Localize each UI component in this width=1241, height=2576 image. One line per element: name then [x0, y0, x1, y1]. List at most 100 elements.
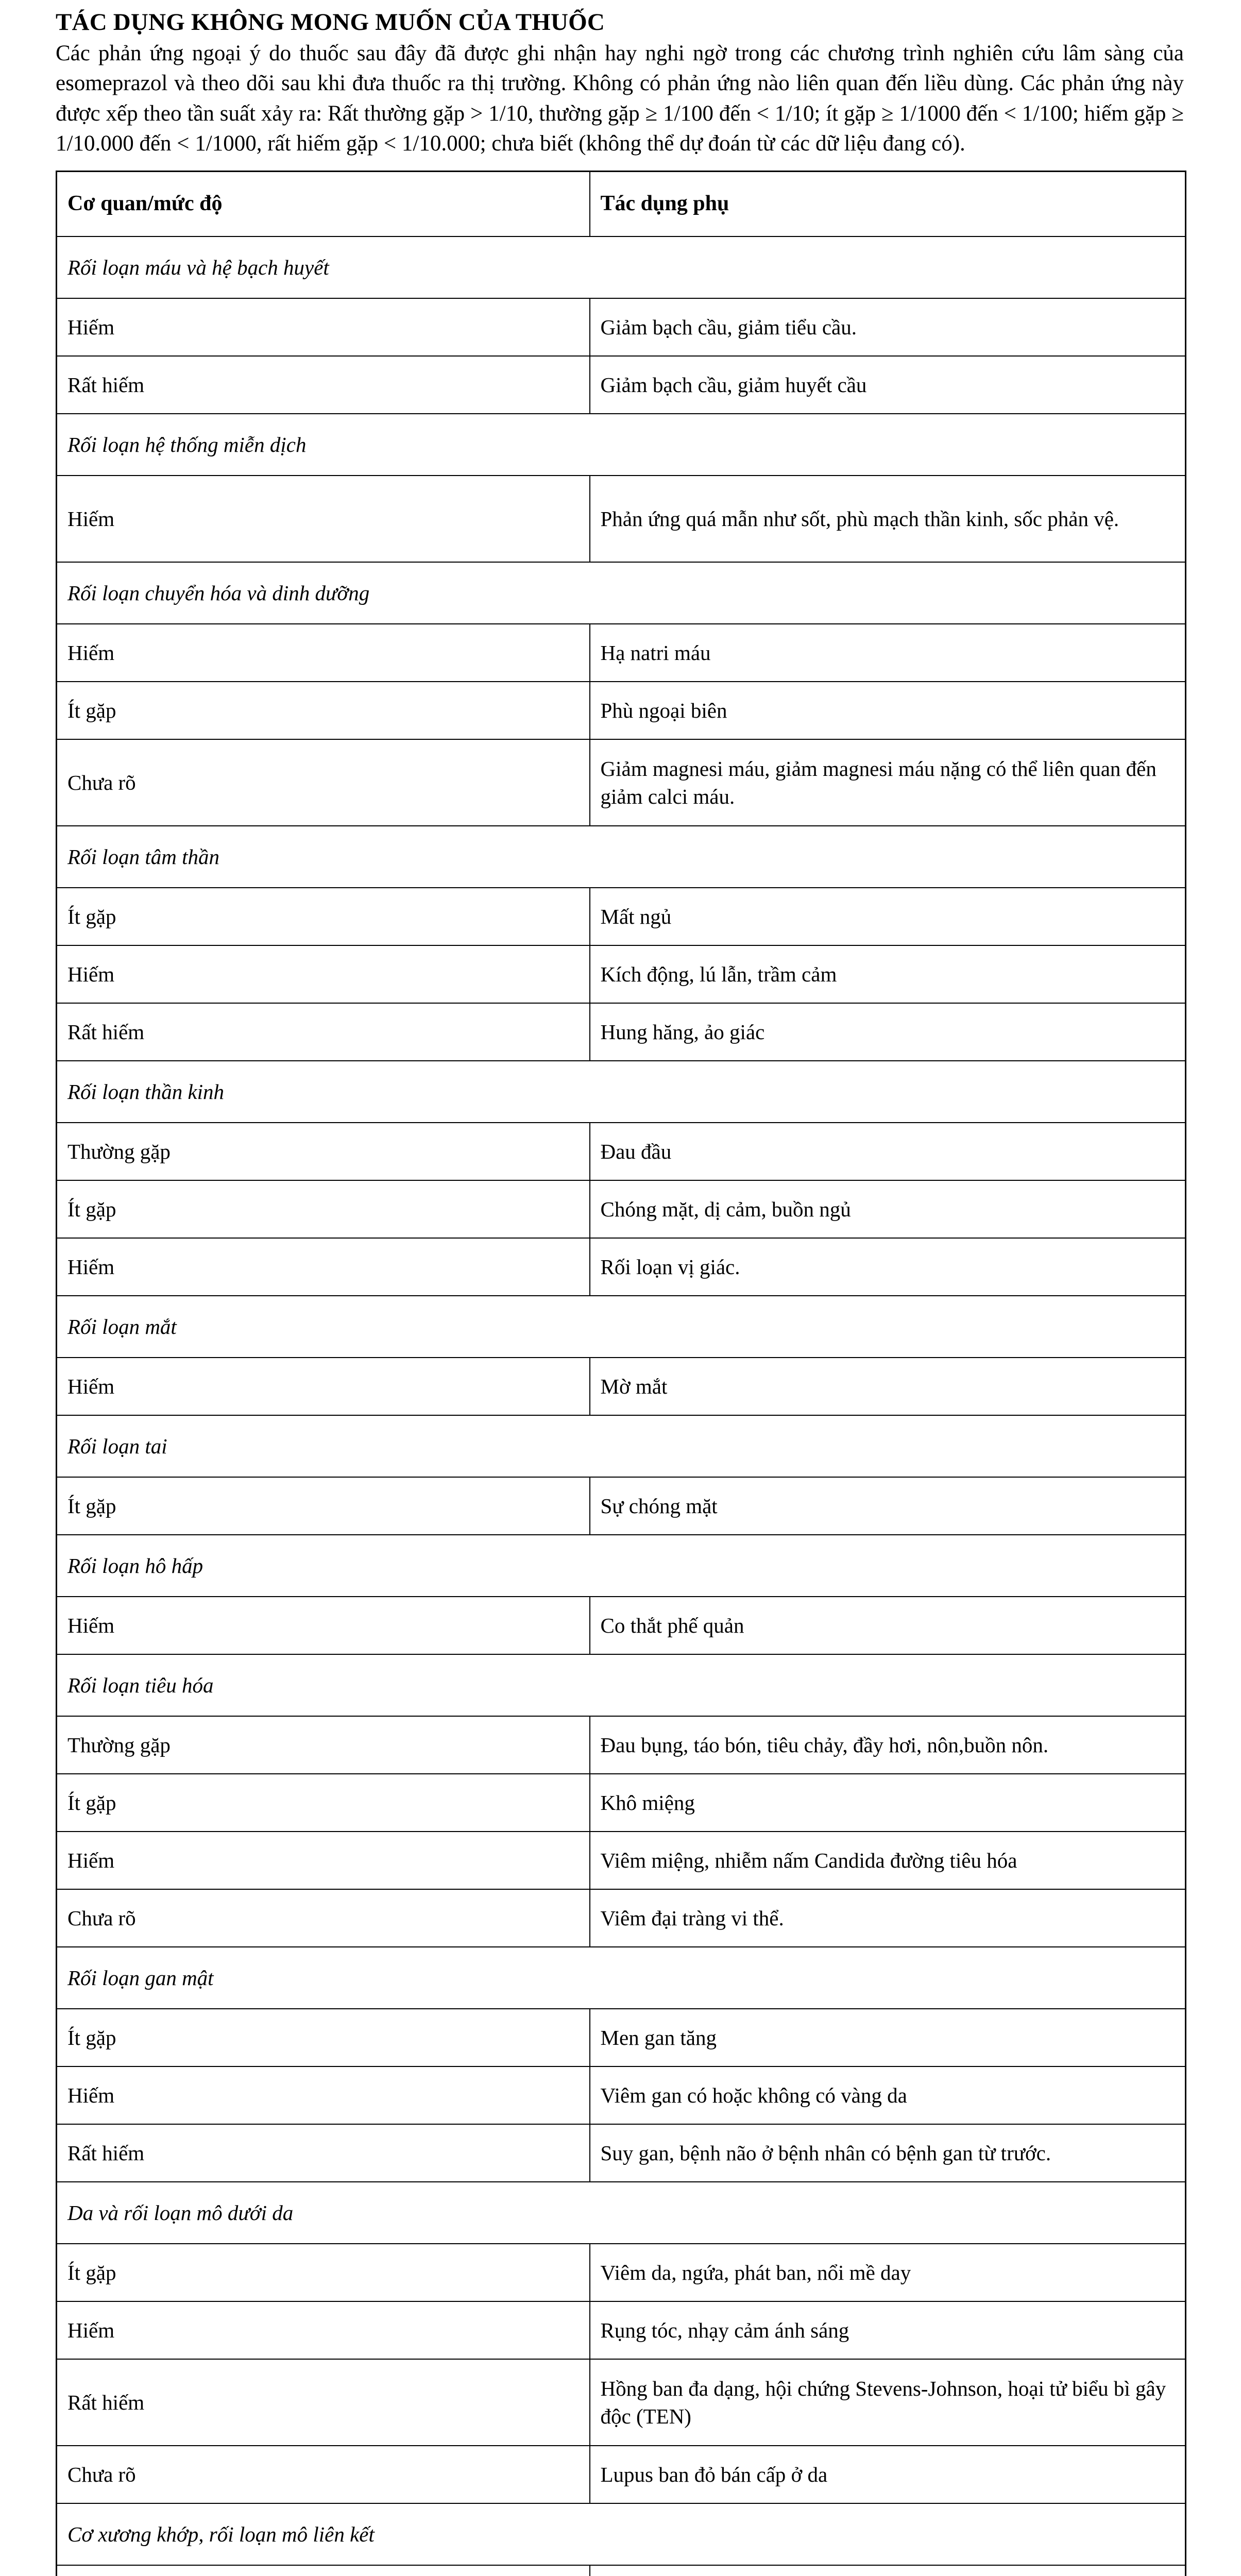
frequency-cell: Hiếm [56, 1596, 590, 1655]
table-group-row: Rối loạn hô hấp [56, 1534, 1186, 1597]
table-row: Ít gặp Men gan tăng [56, 2008, 1186, 2067]
effect-cell: Hạ natri máu [589, 623, 1186, 682]
table-group-row: Rối loạn hệ thống miễn dịch [56, 413, 1186, 476]
group-label: Rối loạn hô hấp [56, 1534, 590, 1597]
table-row: Hiếm Giảm bạch cầu, giảm tiểu cầu. [56, 297, 1186, 357]
effect-cell: Rối loạn vị giác. [589, 1237, 1186, 1296]
table-row: Hiếm Rụng tóc, nhạy cảm ánh sáng [56, 2300, 1186, 2360]
intro-paragraph: Các phản ứng ngoại ý do thuốc sau đây đã… [56, 41, 1184, 156]
table-group-row: Rối loạn thần kinh [56, 1060, 1186, 1123]
column-header-effect: Tác dụng phụ [589, 171, 1186, 237]
page-title: TÁC DỤNG KHÔNG MONG MUỐN CỦA THUỐC [56, 9, 605, 36]
table-group-row: Da và rối loạn mô dưới da [56, 2181, 1186, 2244]
frequency-cell: Hiếm [56, 623, 590, 682]
frequency-cell: Rất hiếm [56, 2123, 590, 2182]
frequency-cell: Chưa rõ [56, 738, 590, 826]
effect-cell: Hung hăng, ảo giác [589, 1002, 1186, 1061]
effect-cell: Viêm đại tràng vi thể. [589, 1888, 1186, 1947]
table-row: Ít gặp Phù ngoại biên [56, 681, 1186, 740]
group-label: Rối loạn mắt [56, 1295, 590, 1358]
effect-cell: Sự chóng mặt [589, 1476, 1186, 1535]
effect-cell: Giảm bạch cầu, giảm tiểu cầu. [589, 297, 1186, 357]
group-label: Rối loạn chuyển hóa và dinh dưỡng [56, 561, 590, 624]
adverse-effects-table: Cơ quan/mức độ Tác dụng phụ Rối loạn máu… [56, 170, 1186, 2576]
group-label: Rối loạn tâm thần [56, 825, 590, 888]
table-row: Ít gặp Sự chóng mặt [56, 1476, 1186, 1535]
effect-cell: Men gan tăng [589, 2008, 1186, 2067]
group-label-spacer [589, 1060, 1186, 1123]
effect-cell: Đau bụng, táo bón, tiêu chảy, đầy hơi, n… [589, 1715, 1186, 1774]
effect-cell: Rụng tóc, nhạy cảm ánh sáng [589, 2300, 1186, 2360]
effect-cell: Đau đầu [589, 1122, 1186, 1181]
table-row: Chưa rõ Lupus ban đỏ bán cấp ở da [56, 2445, 1186, 2504]
table-row: Rất hiếm Giảm bạch cầu, giảm huyết cầu [56, 355, 1186, 414]
table-row: Rất hiếm Hung hăng, ảo giác [56, 1002, 1186, 1061]
group-label: Rối loạn tai [56, 1414, 590, 1478]
frequency-cell: Ít gặp [56, 2008, 590, 2067]
table-group-row: Rối loạn tai [56, 1414, 1186, 1478]
frequency-cell: Thường gặp [56, 1715, 590, 1774]
frequency-cell: Hiếm [56, 2300, 590, 2360]
frequency-cell: Hiếm [56, 2065, 590, 2125]
group-label: Rối loạn thần kinh [56, 1060, 590, 1123]
frequency-cell: Ít gặp [56, 2243, 590, 2302]
table-row: Hiếm Hạ natri máu [56, 623, 1186, 682]
table-row: Rất hiếm Suy gan, bệnh não ở bệnh nhân có… [56, 2123, 1186, 2182]
effect-cell: Phản ứng quá mẫn như sốt, phù mạch thần … [589, 474, 1186, 563]
table-row: Thường gặp Đau bụng, táo bón, tiêu chảy, … [56, 1715, 1186, 1774]
frequency-cell: Hiếm [56, 297, 590, 357]
group-label-spacer [589, 2181, 1186, 2244]
table-row: Rất hiếm Hồng ban đa dạng, hội chứng Stev… [56, 2358, 1186, 2446]
group-label-spacer [589, 825, 1186, 888]
frequency-cell: Hiếm [56, 1831, 590, 1890]
table-group-row: Rối loạn tiêu hóa [56, 1653, 1186, 1717]
table-group-row: Rối loạn tâm thần [56, 825, 1186, 888]
effect-cell: Suy gan, bệnh não ở bệnh nhân có bệnh ga… [589, 2123, 1186, 2182]
table-row: Chưa rõ Giảm magnesi máu, giảm magnesi má… [56, 738, 1186, 826]
frequency-cell: Ít gặp [56, 887, 590, 946]
group-label: Rối loạn máu và hệ bạch huyết [56, 235, 590, 299]
group-label-spacer [589, 235, 1186, 299]
column-header-organ: Cơ quan/mức độ [56, 171, 590, 237]
effect-cell: Chóng mặt, dị cảm, buồn ngủ [589, 1179, 1186, 1239]
table-row: Ít gặpGãy xương hông, cổ tay hoặc cột số… [56, 2564, 1186, 2576]
table-group-row: Rối loạn chuyển hóa và dinh dưỡng [56, 561, 1186, 624]
effect-cell: Giảm magnesi máu, giảm magnesi máu nặng … [589, 738, 1186, 826]
effect-cell: Viêm da, ngứa, phát ban, nổi mề day [589, 2243, 1186, 2302]
table-header-row: Cơ quan/mức độ Tác dụng phụ [56, 171, 1186, 237]
table-row: Ít gặp Viêm da, ngứa, phát ban, nổi mề da… [56, 2243, 1186, 2302]
table-group-row: Rối loạn máu và hệ bạch huyết [56, 235, 1186, 299]
table-row: Hiếm Kích động, lú lẫn, trầm cảm [56, 944, 1186, 1004]
group-label: Rối loạn hệ thống miễn dịch [56, 413, 590, 476]
group-label-spacer [589, 1653, 1186, 1717]
effect-cell: Lupus ban đỏ bán cấp ở da [589, 2445, 1186, 2504]
effect-cell: Gãy xương hông, cổ tay hoặc cột sống. [589, 2564, 1186, 2576]
group-label-spacer [589, 2502, 1186, 2566]
group-label: Cơ xương khớp, rối loạn mô liên kết [56, 2502, 590, 2566]
table-row: Ít gặp Chóng mặt, dị cảm, buồn ngủ [56, 1179, 1186, 1239]
frequency-cell: Ít gặp [56, 2564, 590, 2576]
group-label-spacer [589, 561, 1186, 624]
group-label: Rối loạn tiêu hóa [56, 1653, 590, 1717]
table-row: Hiếm Mờ mắt [56, 1357, 1186, 1416]
group-label-spacer [589, 413, 1186, 476]
frequency-cell: Ít gặp [56, 681, 590, 740]
frequency-cell: Hiếm [56, 1237, 590, 1296]
frequency-cell: Chưa rõ [56, 1888, 590, 1947]
frequency-cell: Thường gặp [56, 1122, 590, 1181]
group-label-spacer [589, 1534, 1186, 1597]
effect-cell: Mất ngủ [589, 887, 1186, 946]
frequency-cell: Ít gặp [56, 1179, 590, 1239]
table-group-row: Rối loạn gan mật [56, 1946, 1186, 2009]
table-body: Rối loạn máu và hệ bạch huyết Hiếm Giảm b… [56, 235, 1186, 2576]
group-label-spacer [589, 1295, 1186, 1358]
effect-cell: Kích động, lú lẫn, trầm cảm [589, 944, 1186, 1004]
effect-cell: Giảm bạch cầu, giảm huyết cầu [589, 355, 1186, 414]
effect-cell: Hồng ban đa dạng, hội chứng Stevens-John… [589, 2358, 1186, 2446]
table-row: Ít gặp Khô miệng [56, 1773, 1186, 1832]
effect-cell: Viêm gan có hoặc không có vàng da [589, 2065, 1186, 2125]
group-label-spacer [589, 1414, 1186, 1478]
frequency-cell: Hiếm [56, 474, 590, 563]
document-content: TÁC DỤNG KHÔNG MONG MUỐN CỦA THUỐC Các p… [56, 0, 1189, 2576]
